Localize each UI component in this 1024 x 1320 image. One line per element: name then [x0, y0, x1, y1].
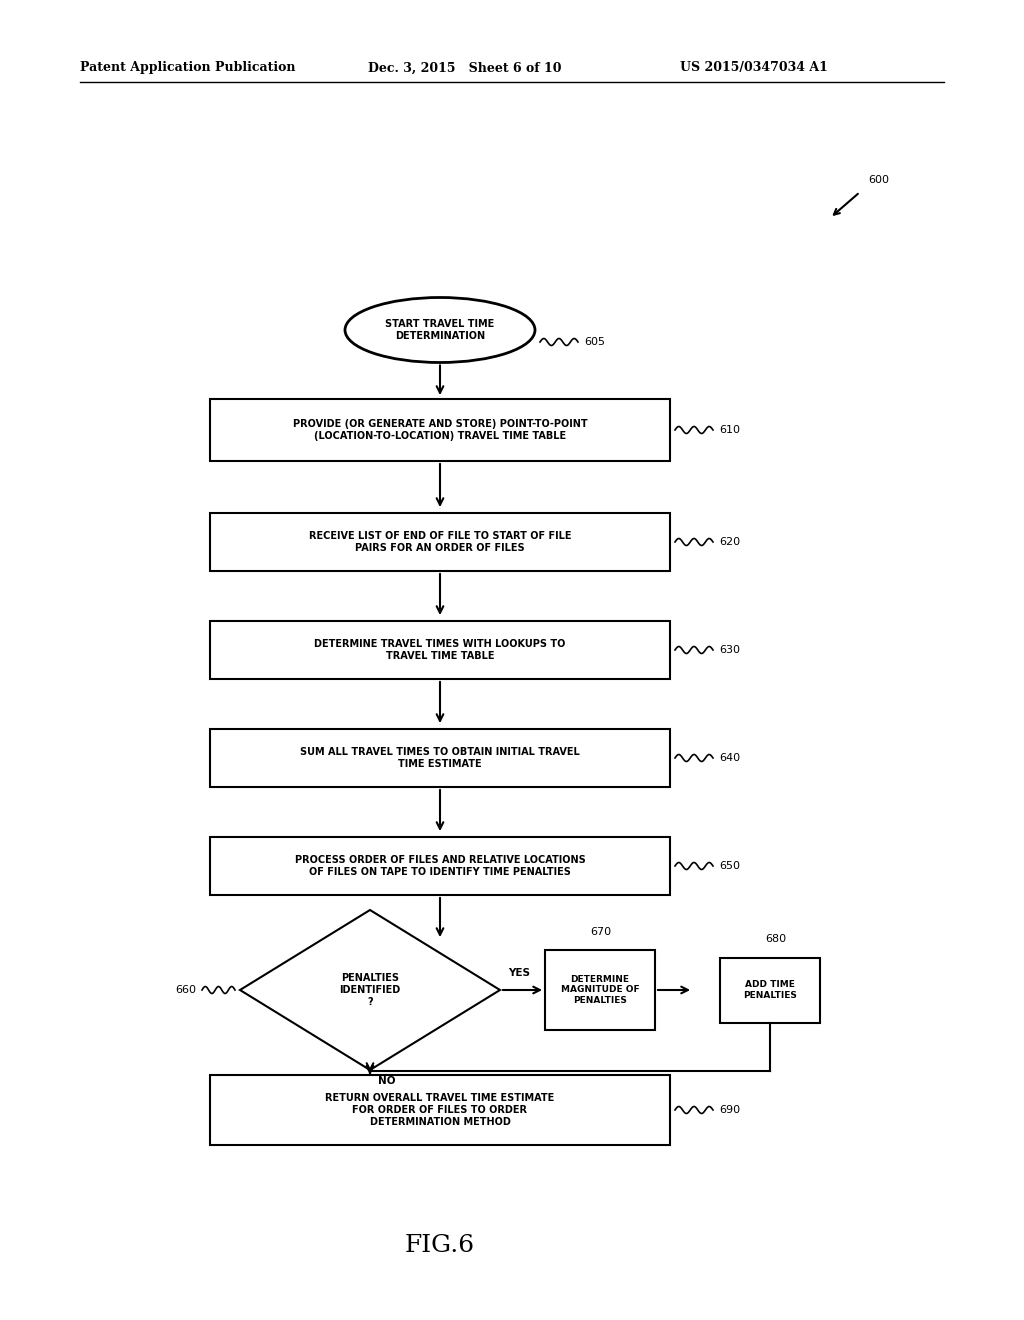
Text: RETURN OVERALL TRAVEL TIME ESTIMATE
FOR ORDER OF FILES TO ORDER
DETERMINATION ME: RETURN OVERALL TRAVEL TIME ESTIMATE FOR …	[326, 1093, 555, 1126]
Text: 650: 650	[719, 861, 740, 871]
Text: RECEIVE LIST OF END OF FILE TO START OF FILE
PAIRS FOR AN ORDER OF FILES: RECEIVE LIST OF END OF FILE TO START OF …	[309, 531, 571, 553]
Text: 690: 690	[719, 1105, 740, 1115]
Text: 640: 640	[719, 752, 740, 763]
Text: US 2015/0347034 A1: US 2015/0347034 A1	[680, 62, 827, 74]
Text: 660: 660	[175, 985, 196, 995]
Text: NO: NO	[378, 1076, 395, 1086]
Text: FIG.6: FIG.6	[404, 1233, 475, 1257]
Text: 600: 600	[868, 176, 889, 185]
Text: 620: 620	[719, 537, 740, 546]
Text: 670: 670	[590, 927, 611, 937]
Text: Dec. 3, 2015   Sheet 6 of 10: Dec. 3, 2015 Sheet 6 of 10	[368, 62, 561, 74]
Text: DETERMINE TRAVEL TIMES WITH LOOKUPS TO
TRAVEL TIME TABLE: DETERMINE TRAVEL TIMES WITH LOOKUPS TO T…	[314, 639, 565, 661]
Text: ADD TIME
PENALTIES: ADD TIME PENALTIES	[743, 981, 797, 999]
Text: PROVIDE (OR GENERATE AND STORE) POINT-TO-POINT
(LOCATION-TO-LOCATION) TRAVEL TIM: PROVIDE (OR GENERATE AND STORE) POINT-TO…	[293, 420, 588, 441]
Text: 610: 610	[719, 425, 740, 436]
Text: 605: 605	[584, 337, 605, 347]
Text: DETERMINE
MAGNITUDE OF
PENALTIES: DETERMINE MAGNITUDE OF PENALTIES	[561, 975, 639, 1005]
Text: 680: 680	[765, 935, 786, 945]
Text: Patent Application Publication: Patent Application Publication	[80, 62, 296, 74]
Text: 630: 630	[719, 645, 740, 655]
Text: YES: YES	[508, 968, 530, 978]
Text: SUM ALL TRAVEL TIMES TO OBTAIN INITIAL TRAVEL
TIME ESTIMATE: SUM ALL TRAVEL TIMES TO OBTAIN INITIAL T…	[300, 747, 580, 768]
Text: PENALTIES
IDENTIFIED
?: PENALTIES IDENTIFIED ?	[339, 973, 400, 1007]
Text: PROCESS ORDER OF FILES AND RELATIVE LOCATIONS
OF FILES ON TAPE TO IDENTIFY TIME : PROCESS ORDER OF FILES AND RELATIVE LOCA…	[295, 855, 586, 876]
Text: START TRAVEL TIME
DETERMINATION: START TRAVEL TIME DETERMINATION	[385, 319, 495, 341]
